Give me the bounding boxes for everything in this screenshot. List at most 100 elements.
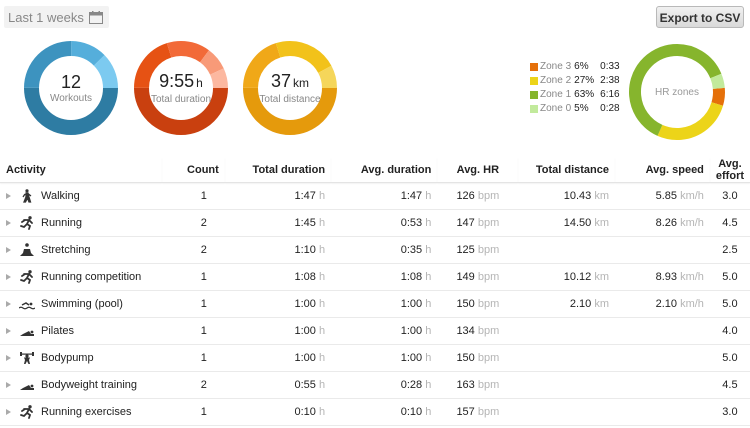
activity-expander[interactable]: Running [6, 216, 156, 230]
avg-effort-cell: 4.5 [709, 371, 750, 399]
period-selector[interactable]: Last 1 weeks [4, 6, 109, 28]
distance-ring [243, 41, 337, 135]
col-avg-speed[interactable]: Avg. speed [615, 157, 710, 183]
total-distance-cell [518, 344, 616, 372]
workouts-donut: 12 Workouts [23, 40, 119, 136]
col-avg-hr[interactable]: Avg. HR [437, 157, 519, 183]
col-count[interactable]: Count [161, 157, 225, 183]
pilates-icon [19, 324, 35, 338]
total-distance-cell [518, 317, 616, 345]
col-total-distance[interactable]: Total distance [518, 157, 616, 183]
swimming-icon [18, 297, 36, 311]
table-row[interactable]: Pilates 1 1:00 h 1:00 h 134 bpm 4.0 [0, 317, 750, 345]
avg-speed-cell: 8.93 km/h [615, 263, 710, 291]
expand-triangle-icon[interactable] [6, 328, 11, 334]
avg-hr-cell: 125 bpm [437, 236, 519, 264]
avg-speed-cell [615, 344, 710, 372]
col-total-duration[interactable]: Total duration [224, 157, 332, 183]
activity-expander[interactable]: Bodyweight training [6, 378, 156, 392]
activity-name: Walking [41, 190, 80, 202]
count-cell: 2 [161, 371, 225, 399]
avg-speed-cell [615, 398, 710, 426]
avg-hr-cell: 163 bpm [437, 371, 519, 399]
activity-expander[interactable]: Walking [6, 189, 156, 203]
count-cell: 1 [161, 317, 225, 345]
expand-triangle-icon[interactable] [6, 409, 11, 415]
activity-name: Bodyweight training [41, 379, 138, 391]
count-cell: 2 [161, 236, 225, 264]
expand-triangle-icon[interactable] [6, 193, 11, 199]
avg-speed-cell: 5.85 km/h [615, 182, 710, 210]
hr-zones-ring [629, 44, 725, 140]
hr-zones-legend: Zone 3 6% 0:33 Zone 2 27% 2:38 Zone 1 63% 6:16… [530, 60, 620, 116]
expand-triangle-icon[interactable] [6, 274, 11, 280]
activity-cell[interactable]: Swimming (pool) [0, 290, 162, 318]
table-row[interactable]: Running 2 1:45 h 0:53 h 147 bpm 14.50 km 8.26 … [0, 209, 750, 237]
activity-cell[interactable]: Bodypump [0, 344, 162, 372]
expand-triangle-icon[interactable] [6, 301, 11, 307]
activity-name: Swimming (pool) [41, 298, 123, 310]
avg-duration-cell: 1:00 h [331, 290, 438, 318]
activity-expander[interactable]: Bodypump [6, 351, 156, 365]
avg-duration-cell: 0:28 h [331, 371, 438, 399]
col-avg-effort[interactable]: Avg. effort [709, 157, 750, 183]
table-row[interactable]: Running competition 1 1:08 h 1:08 h 149 bpm 1… [0, 263, 750, 291]
col-avg-duration[interactable]: Avg. duration [331, 157, 438, 183]
activity-cell[interactable]: Bodyweight training [0, 371, 162, 399]
count-cell: 1 [161, 290, 225, 318]
table-row[interactable]: Running exercises 1 0:10 h 0:10 h 157 bpm 3.0 [0, 398, 750, 426]
avg-duration-cell: 1:47 h [331, 182, 438, 210]
activity-expander[interactable]: Pilates [6, 324, 156, 338]
activity-expander[interactable]: Running exercises [6, 405, 156, 419]
export-csv-button[interactable]: Export to CSV [656, 6, 744, 28]
activity-expander[interactable]: Stretching [6, 243, 156, 257]
avg-effort-cell: 3.0 [709, 398, 750, 426]
walking-icon [19, 189, 35, 203]
activity-cell[interactable]: Pilates [0, 317, 162, 345]
total-distance-cell: 14.50 km [518, 209, 616, 237]
distance-label: Total distance [259, 93, 321, 105]
activity-cell[interactable]: Running [0, 209, 162, 237]
table-row[interactable]: Stretching 2 1:10 h 0:35 h 125 bpm 2.5 [0, 236, 750, 264]
avg-effort-cell: 2.5 [709, 236, 750, 264]
table-row[interactable]: Swimming (pool) 1 1:00 h 1:00 h 150 bpm 2.10 … [0, 290, 750, 318]
expand-triangle-icon[interactable] [6, 220, 11, 226]
total-distance-cell [518, 236, 616, 264]
expand-triangle-icon[interactable] [6, 382, 11, 388]
activity-name: Running competition [41, 271, 142, 283]
activity-expander[interactable]: Running competition [6, 270, 156, 284]
expand-triangle-icon[interactable] [6, 247, 11, 253]
table-header-row: Activity Count Total duration Avg. durat… [0, 157, 750, 183]
avg-hr-cell: 126 bpm [437, 182, 519, 210]
expand-triangle-icon[interactable] [6, 355, 11, 361]
distance-value: 37 km [270, 70, 310, 91]
total-distance-cell: 2.10 km [518, 290, 616, 318]
activity-cell[interactable]: Stretching [0, 236, 162, 264]
activity-cell[interactable]: Walking [0, 182, 162, 210]
activity-name: Running [41, 217, 82, 229]
total-duration-cell: 1:00 h [224, 317, 332, 345]
avg-hr-cell: 150 bpm [437, 290, 519, 318]
table-row[interactable]: Bodyweight training 2 0:55 h 0:28 h 163 bpm 4… [0, 371, 750, 399]
activity-cell[interactable]: Running competition [0, 263, 162, 291]
activity-expander[interactable]: Swimming (pool) [6, 297, 156, 311]
table-row[interactable]: Bodypump 1 1:00 h 1:00 h 150 bpm 5.0 [0, 344, 750, 372]
count-cell: 1 [161, 263, 225, 291]
avg-duration-cell: 1:08 h [331, 263, 438, 291]
zone-3-swatch [530, 63, 538, 71]
activity-name: Stretching [41, 244, 91, 256]
legend-zone-1: Zone 1 63% 6:16 [530, 88, 620, 102]
pilates-icon [19, 378, 35, 392]
table-row[interactable]: Walking 1 1:47 h 1:47 h 126 bpm 10.43 km 5.85 … [0, 182, 750, 210]
activity-name: Pilates [41, 325, 75, 337]
avg-effort-cell: 5.0 [709, 290, 750, 318]
legend-zone-2: Zone 2 27% 2:38 [530, 74, 620, 88]
calendar-icon[interactable] [88, 10, 103, 24]
activity-cell[interactable]: Running exercises [0, 398, 162, 426]
running-icon [19, 216, 35, 230]
avg-hr-cell: 134 bpm [437, 317, 519, 345]
total-duration-cell: 1:45 h [224, 209, 332, 237]
total-duration-cell: 1:47 h [224, 182, 332, 210]
running-icon [19, 405, 35, 419]
col-activity[interactable]: Activity [0, 157, 162, 183]
